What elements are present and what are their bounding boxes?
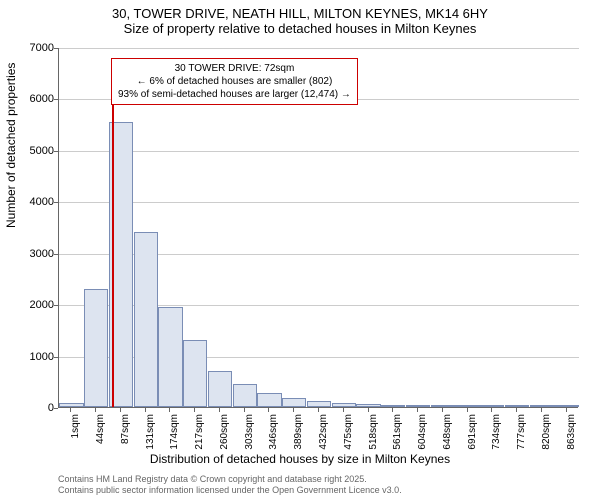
histogram-bar (257, 393, 281, 407)
xtick-mark (467, 408, 468, 412)
xtick-label: 863sqm (566, 414, 577, 454)
annotation-line1: 30 TOWER DRIVE: 72sqm (118, 62, 351, 75)
histogram-bar (59, 403, 83, 407)
xtick-mark (219, 408, 220, 412)
ytick-label: 2000 (30, 299, 54, 311)
property-marker-line (112, 101, 114, 407)
ytick-mark (54, 202, 58, 203)
xtick-label: 518sqm (368, 414, 379, 454)
xtick-mark (268, 408, 269, 412)
histogram-bar (406, 405, 430, 407)
chart-title-line2: Size of property relative to detached ho… (0, 21, 600, 36)
xtick-mark (70, 408, 71, 412)
xtick-label: 217sqm (194, 414, 205, 454)
gridline (59, 48, 579, 49)
xtick-label: 346sqm (268, 414, 279, 454)
xtick-mark (392, 408, 393, 412)
histogram-bar (455, 405, 479, 407)
xtick-mark (566, 408, 567, 412)
xtick-label: 260sqm (219, 414, 230, 454)
xtick-mark (145, 408, 146, 412)
ytick-mark (54, 357, 58, 358)
histogram-bar (282, 398, 306, 407)
ytick-mark (54, 305, 58, 306)
xtick-label: 648sqm (442, 414, 453, 454)
xtick-label: 777sqm (516, 414, 527, 454)
histogram-bar (158, 307, 182, 407)
xtick-mark (293, 408, 294, 412)
ytick-label: 3000 (30, 248, 54, 260)
ytick-label: 4000 (30, 196, 54, 208)
ytick-label: 7000 (30, 42, 54, 54)
xtick-label: 561sqm (392, 414, 403, 454)
xtick-mark (95, 408, 96, 412)
histogram-bar (530, 405, 554, 407)
plot-area: 30 TOWER DRIVE: 72sqm← 6% of detached ho… (58, 48, 578, 408)
xtick-mark (516, 408, 517, 412)
histogram-bar (554, 405, 578, 407)
gridline (59, 151, 579, 152)
xtick-mark (368, 408, 369, 412)
gridline (59, 202, 579, 203)
xtick-mark (194, 408, 195, 412)
xtick-label: 174sqm (169, 414, 180, 454)
xtick-label: 432sqm (318, 414, 329, 454)
annotation-line2: ← 6% of detached houses are smaller (802… (118, 75, 351, 88)
histogram-bar (208, 371, 232, 407)
xtick-label: 820sqm (541, 414, 552, 454)
xtick-mark (442, 408, 443, 412)
xtick-mark (169, 408, 170, 412)
histogram-bar (356, 404, 380, 407)
ytick-label: 5000 (30, 145, 54, 157)
histogram-bar (505, 405, 529, 407)
xtick-mark (244, 408, 245, 412)
ytick-mark (54, 408, 58, 409)
xtick-label: 389sqm (293, 414, 304, 454)
histogram-bar (134, 232, 158, 407)
ytick-mark (54, 99, 58, 100)
histogram-bar (431, 405, 455, 407)
histogram-bar (381, 405, 405, 407)
y-axis-label: Number of detached properties (4, 63, 18, 228)
xtick-label: 691sqm (467, 414, 478, 454)
histogram-bar (480, 405, 504, 407)
xtick-mark (318, 408, 319, 412)
histogram-bar (233, 384, 257, 407)
histogram-bar (307, 401, 331, 407)
xtick-label: 1sqm (70, 414, 81, 454)
xtick-mark (541, 408, 542, 412)
annotation-box: 30 TOWER DRIVE: 72sqm← 6% of detached ho… (111, 58, 358, 105)
xtick-mark (417, 408, 418, 412)
histogram-bar (183, 340, 207, 407)
xtick-label: 604sqm (417, 414, 428, 454)
ytick-mark (54, 48, 58, 49)
xtick-label: 87sqm (120, 414, 131, 454)
xtick-label: 131sqm (145, 414, 156, 454)
ytick-label: 1000 (30, 351, 54, 363)
chart-title-line1: 30, TOWER DRIVE, NEATH HILL, MILTON KEYN… (0, 6, 600, 21)
ytick-label: 6000 (30, 93, 54, 105)
xtick-label: 734sqm (491, 414, 502, 454)
footnote-line2: Contains public sector information licen… (58, 485, 402, 496)
histogram-bar (84, 289, 108, 407)
xtick-mark (120, 408, 121, 412)
annotation-line3: 93% of semi-detached houses are larger (… (118, 88, 351, 101)
histogram-bar (332, 403, 356, 407)
ytick-mark (54, 151, 58, 152)
xtick-label: 44sqm (95, 414, 106, 454)
xtick-label: 475sqm (343, 414, 354, 454)
ytick-mark (54, 254, 58, 255)
footnote: Contains HM Land Registry data © Crown c… (58, 474, 402, 496)
x-axis-label: Distribution of detached houses by size … (0, 452, 600, 466)
xtick-mark (491, 408, 492, 412)
xtick-label: 303sqm (244, 414, 255, 454)
xtick-mark (343, 408, 344, 412)
footnote-line1: Contains HM Land Registry data © Crown c… (58, 474, 402, 485)
